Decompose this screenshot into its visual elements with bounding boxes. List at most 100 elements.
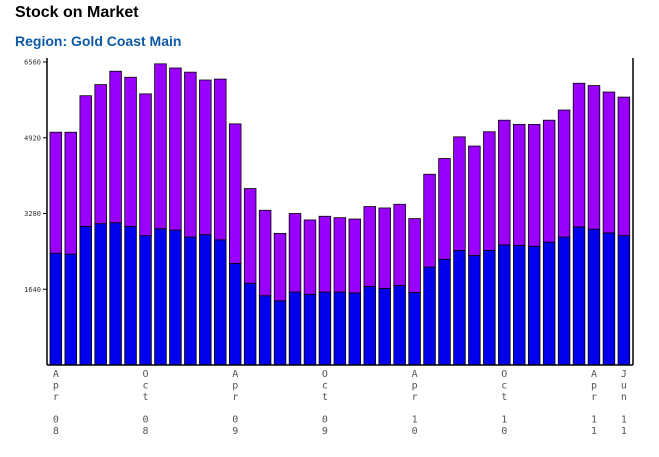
x-tick-label-30-char-2: t bbox=[501, 392, 507, 403]
x-tick-label-6-char-4: 0 bbox=[143, 415, 149, 426]
x-tick-label-24-char-1: p bbox=[412, 380, 418, 391]
x-tick-label-18-char-0: O bbox=[322, 369, 328, 380]
x-tick-label-24-char-0: A bbox=[412, 369, 418, 380]
bar-upper-28 bbox=[468, 145, 481, 256]
bar-lower-33 bbox=[542, 241, 556, 366]
x-tick-label-0-char-0: A bbox=[53, 369, 59, 380]
bar-lower-16 bbox=[288, 291, 302, 366]
x-tick-label-38-char-1: u bbox=[621, 380, 627, 391]
bars-layer bbox=[49, 63, 631, 366]
bar-lower-37 bbox=[602, 232, 616, 366]
x-tick-label-30-char-5: 0 bbox=[501, 426, 507, 437]
x-tick-label-6-char-2: t bbox=[143, 392, 149, 403]
bar-upper-30 bbox=[498, 119, 511, 246]
bar-lower-1 bbox=[64, 253, 78, 366]
bar-upper-6 bbox=[139, 93, 152, 237]
bar-lower-2 bbox=[79, 226, 92, 366]
chart-title: Stock on Market bbox=[15, 4, 139, 21]
bar-lower-29 bbox=[483, 250, 496, 366]
x-tick-label-0-char-2: r bbox=[53, 392, 59, 403]
bar-upper-35 bbox=[572, 82, 586, 228]
bar-upper-23 bbox=[393, 203, 406, 286]
bar-upper-26 bbox=[438, 158, 451, 260]
bar-upper-13 bbox=[243, 188, 257, 284]
x-tick-label-12-char-0: A bbox=[232, 369, 238, 380]
bar-upper-2 bbox=[79, 95, 92, 227]
bar-lower-19 bbox=[333, 291, 347, 366]
bar-upper-29 bbox=[483, 131, 496, 251]
x-tick-label-30-char-4: 1 bbox=[501, 415, 507, 426]
bar-lower-22 bbox=[378, 287, 391, 366]
x-tick-label-36-char-1: p bbox=[591, 380, 597, 391]
x-tick-label-6-char-1: c bbox=[143, 380, 149, 391]
bar-lower-6 bbox=[139, 235, 152, 366]
x-tick-label-24-char-4: 1 bbox=[412, 415, 418, 426]
bar-lower-11 bbox=[214, 239, 227, 366]
bar-upper-1 bbox=[64, 131, 78, 255]
x-tick-label-12-char-5: 9 bbox=[232, 426, 238, 437]
bar-lower-35 bbox=[572, 226, 586, 366]
bar-lower-14 bbox=[258, 295, 272, 366]
bar-lower-28 bbox=[468, 255, 481, 366]
bar-lower-4 bbox=[109, 222, 122, 366]
bar-upper-19 bbox=[333, 217, 347, 293]
bar-upper-12 bbox=[228, 123, 242, 264]
bar-upper-10 bbox=[199, 79, 212, 236]
bar-lower-32 bbox=[527, 245, 541, 366]
bar-lower-38 bbox=[617, 235, 631, 366]
bar-upper-18 bbox=[318, 215, 332, 293]
x-tick-label-36-char-5: 1 bbox=[591, 426, 597, 437]
bar-upper-21 bbox=[363, 206, 376, 287]
bar-lower-0 bbox=[49, 252, 63, 366]
bar-upper-24 bbox=[408, 218, 421, 293]
x-tick-label-12-char-2: r bbox=[232, 392, 238, 403]
bar-upper-31 bbox=[513, 123, 526, 246]
bar-upper-38 bbox=[617, 96, 631, 237]
bar-upper-20 bbox=[348, 218, 362, 294]
bar-upper-32 bbox=[527, 123, 541, 247]
bar-lower-23 bbox=[393, 285, 406, 366]
bar-upper-27 bbox=[453, 136, 466, 251]
bar-upper-5 bbox=[124, 76, 137, 227]
bar-lower-10 bbox=[199, 234, 212, 366]
bar-upper-22 bbox=[378, 207, 391, 289]
x-tick-label-12-char-4: 0 bbox=[232, 415, 238, 426]
bar-lower-5 bbox=[124, 226, 137, 366]
bar-upper-25 bbox=[423, 173, 436, 268]
x-tick-label-0-char-1: p bbox=[53, 380, 59, 391]
bar-lower-26 bbox=[438, 258, 451, 366]
axes-layer bbox=[43, 58, 634, 366]
bar-lower-36 bbox=[587, 228, 601, 366]
bar-upper-17 bbox=[303, 219, 317, 295]
y-tick-labels: 1640 3280 4920 6560 bbox=[24, 59, 41, 294]
bar-upper-0 bbox=[49, 131, 63, 254]
bar-upper-9 bbox=[184, 71, 197, 238]
bar-lower-24 bbox=[408, 292, 421, 366]
x-tick-label-36-char-0: A bbox=[591, 369, 597, 380]
x-tick-label-18-char-2: t bbox=[322, 392, 328, 403]
x-tick-label-30-char-0: O bbox=[501, 369, 507, 380]
x-tick-label-0-char-4: 0 bbox=[53, 415, 59, 426]
bar-upper-4 bbox=[109, 70, 122, 224]
bar-lower-21 bbox=[363, 286, 376, 366]
x-tick-label-38-char-2: n bbox=[621, 392, 627, 403]
x-tick-label-0-char-5: 8 bbox=[53, 426, 59, 437]
bar-lower-25 bbox=[423, 266, 436, 366]
bar-upper-7 bbox=[154, 63, 167, 230]
x-tick-label-38-char-0: J bbox=[621, 369, 627, 380]
bar-lower-20 bbox=[348, 292, 362, 366]
x-tick-label-18-char-5: 9 bbox=[322, 426, 328, 437]
bar-upper-16 bbox=[288, 213, 302, 293]
x-tick-label-6-char-5: 8 bbox=[143, 426, 149, 437]
y-tick-label-4920: 4920 bbox=[24, 134, 41, 142]
bar-upper-8 bbox=[169, 67, 182, 231]
bar-lower-27 bbox=[453, 250, 466, 366]
bar-lower-17 bbox=[303, 293, 317, 366]
bar-upper-14 bbox=[258, 209, 272, 297]
x-tick-label-24-char-2: r bbox=[412, 392, 418, 403]
x-tick-label-6-char-0: O bbox=[143, 369, 149, 380]
bar-lower-31 bbox=[513, 244, 526, 366]
y-tick-label-3280: 3280 bbox=[24, 210, 41, 218]
